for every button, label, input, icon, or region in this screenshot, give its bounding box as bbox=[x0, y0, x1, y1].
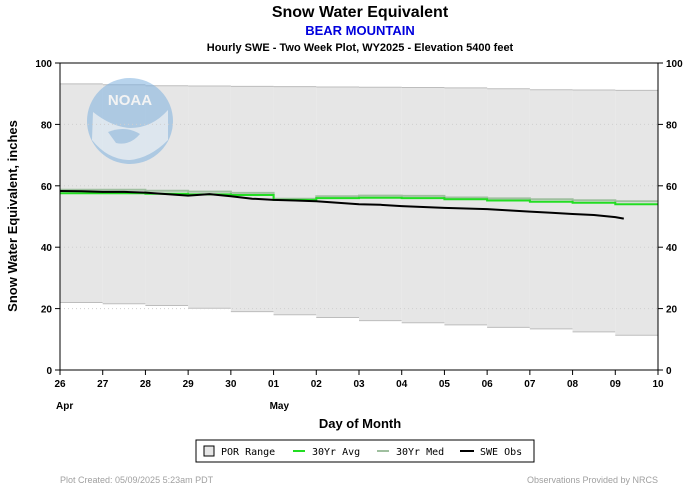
chart-title: Snow Water Equivalent bbox=[272, 4, 449, 21]
legend-box bbox=[195, 439, 535, 463]
x-tick-label-13: 09 bbox=[610, 379, 622, 390]
por-range-day-08 bbox=[572, 90, 616, 332]
por-range-day-09 bbox=[615, 90, 658, 336]
x-tick-label-4: 30 bbox=[225, 379, 237, 390]
y-tick-label-left-0: 0 bbox=[46, 366, 52, 377]
por-range-day-07 bbox=[529, 89, 573, 329]
y-tick-label-left-20: 20 bbox=[41, 305, 53, 316]
series-swe-observed bbox=[59, 190, 624, 220]
y-tick-label-right-40: 40 bbox=[666, 243, 678, 254]
y-tick-label-right-80: 80 bbox=[666, 120, 678, 131]
observations-credit: Observations Provided by NRCS bbox=[527, 475, 658, 485]
noaa-logo: NOAA bbox=[87, 78, 173, 164]
noaa-logo-text: NOAA bbox=[108, 92, 152, 109]
plot-created: Plot Created: 05/09/2025 5:23am PDT bbox=[60, 475, 214, 485]
legend-label-med: 30Yr Med bbox=[396, 447, 444, 458]
x-tick-label-8: 04 bbox=[396, 379, 408, 390]
chart-subtitle: Hourly SWE - Two Week Plot, WY2025 - Ele… bbox=[207, 42, 514, 54]
y-tick-label-right-100: 100 bbox=[666, 59, 683, 70]
chart-series bbox=[59, 188, 658, 220]
series-30yr-average bbox=[60, 192, 658, 206]
legend: POR Range 30Yr Avg 30Yr Med SWE Obs bbox=[195, 439, 535, 463]
legend-label-avg: 30Yr Avg bbox=[312, 447, 360, 458]
y-tick-label-left-80: 80 bbox=[41, 120, 53, 131]
y-tick-label-right-20: 20 bbox=[666, 305, 678, 316]
y-tick-label-right-60: 60 bbox=[666, 182, 678, 193]
por-range-day-04 bbox=[401, 87, 445, 323]
y-tick-label-right-0: 0 bbox=[666, 366, 672, 377]
station-name: BEAR MOUNTAIN bbox=[305, 23, 415, 38]
por-range-day-29 bbox=[188, 86, 231, 309]
legend-label-por: POR Range bbox=[221, 447, 275, 458]
y-tick-label-left-40: 40 bbox=[41, 243, 53, 254]
legend-swatch-por bbox=[203, 445, 215, 457]
x-tick-label-0: 26 bbox=[54, 379, 66, 390]
month-label-apr: Apr bbox=[56, 401, 73, 412]
x-tick-label-9: 05 bbox=[439, 379, 451, 390]
x-tick-label-2: 28 bbox=[140, 379, 152, 390]
y-tick-label-left-60: 60 bbox=[41, 182, 53, 193]
por-range-day-06 bbox=[487, 88, 530, 328]
por-range-day-05 bbox=[444, 87, 488, 325]
x-tick-label-3: 29 bbox=[183, 379, 195, 390]
y-tick-label-left-100: 100 bbox=[35, 59, 52, 70]
x-tick-label-1: 27 bbox=[97, 379, 109, 390]
x-tick-label-14: 10 bbox=[652, 379, 664, 390]
legend-label-obs: SWE Obs bbox=[480, 447, 522, 458]
chart-axes: 0 0 20 20 40 40 60 60 80 80 100 100 26 27 28 29 30 01 02 03… bbox=[35, 59, 683, 412]
x-tick-label-6: 02 bbox=[311, 379, 323, 390]
x-tick-label-12: 08 bbox=[567, 379, 579, 390]
month-label-may: May bbox=[270, 401, 290, 412]
series-30yr-median bbox=[60, 188, 658, 203]
x-tick-label-10: 06 bbox=[482, 379, 494, 390]
x-tick-label-5: 01 bbox=[268, 379, 280, 390]
x-tick-label-7: 03 bbox=[353, 379, 365, 390]
x-tick-label-11: 07 bbox=[524, 379, 536, 390]
y-axis-title: Snow Water Equivalent, inches bbox=[5, 120, 20, 312]
x-axis-title: Day of Month bbox=[319, 416, 401, 431]
